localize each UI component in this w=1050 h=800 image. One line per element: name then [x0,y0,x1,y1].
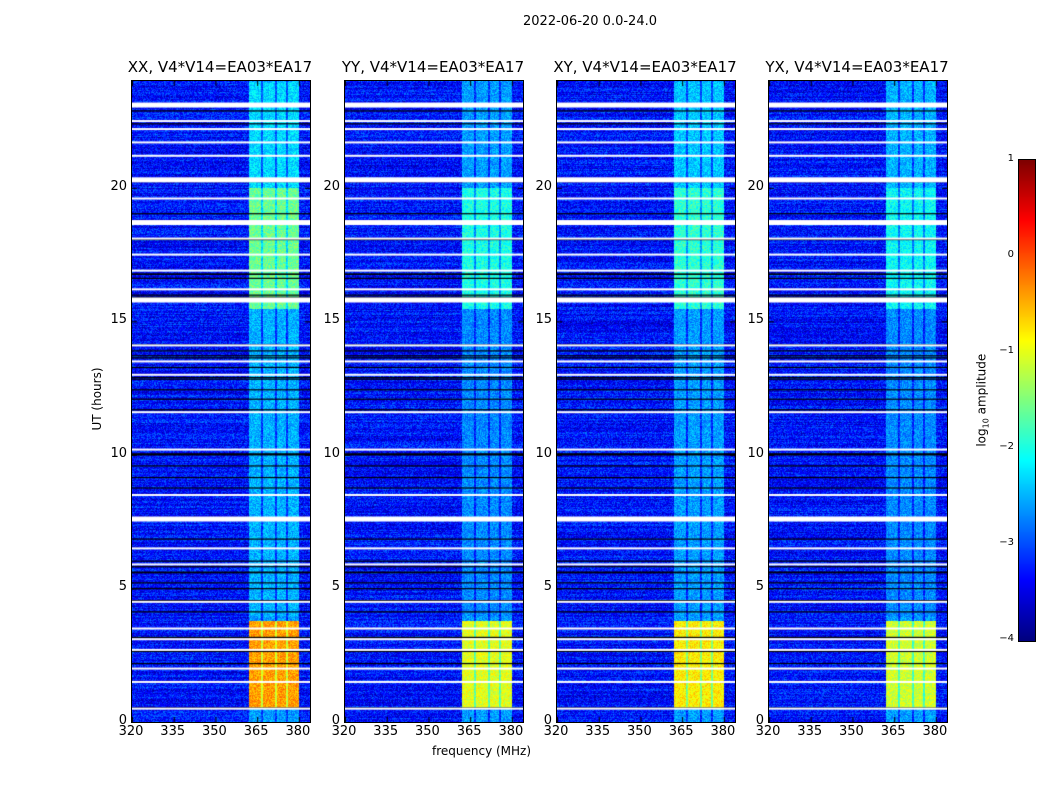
panel-title: XY, V4*V14=EA03*EA17 [553,58,737,76]
y-tick-label: 10 [110,445,127,461]
x-tick-label: 380 [498,724,524,739]
x-tick-label: 350 [415,724,440,739]
colorbar [1018,159,1036,642]
panel-title: YY, V4*V14=EA03*EA17 [341,58,525,76]
spectrogram-panel [556,80,736,723]
x-tick-label: 380 [922,724,948,739]
y-tick-label: 0 [543,713,552,728]
y-tick-label: 20 [747,178,764,194]
colorbar-tick-label: 0 [1007,249,1014,260]
x-tick-label: 380 [710,724,736,739]
spectrogram-panel [768,80,948,723]
x-tick-label: 365 [668,724,694,739]
x-tick-label: 365 [880,724,906,739]
colorbar-tick-label: −3 [999,537,1014,548]
y-tick-label: 0 [118,713,127,728]
figure-title: 2022-06-20 0.0-24.0 [523,14,657,29]
y-tick-label: 15 [110,312,127,328]
x-tick-label: 335 [373,724,399,739]
x-tick-label: 365 [456,724,482,739]
x-tick-label: 380 [285,724,311,739]
x-tick-label: 350 [627,724,652,739]
y-tick-label: 15 [323,312,340,328]
x-tick-label: 335 [585,724,611,739]
y-tick-label: 0 [755,713,764,728]
colorbar-label: log10 amplitude [974,353,991,447]
y-tick-label: 5 [118,579,127,595]
y-tick-label: 20 [535,178,552,194]
x-tick-label: 335 [160,724,186,739]
y-axis-label: UT (hours) [90,367,104,431]
x-axis-label: frequency (MHz) [432,744,532,758]
colorbar-tick-label: −4 [999,633,1014,644]
x-tick-label: 365 [243,724,269,739]
y-tick-label: 5 [755,579,764,595]
y-tick-label: 10 [323,445,340,461]
spectrogram-panel [344,80,524,723]
y-tick-label: 5 [331,579,340,595]
x-tick-label: 350 [202,724,227,739]
x-tick-label: 350 [839,724,864,739]
y-tick-label: 10 [747,445,764,461]
y-tick-label: 15 [535,312,552,328]
x-tick-label: 320 [543,724,569,739]
y-tick-label: 5 [543,579,552,595]
spectrogram-panel [131,80,311,723]
x-tick-label: 320 [755,724,781,739]
panel-title: XX, V4*V14=EA03*EA17 [127,58,313,76]
y-tick-label: 15 [747,312,764,328]
y-tick-label: 20 [323,178,340,194]
colorbar-tick-label: −2 [999,441,1014,452]
x-tick-label: 320 [118,724,144,739]
y-tick-label: 20 [110,178,127,194]
y-tick-label: 0 [331,713,340,728]
colorbar-tick-label: 1 [1007,153,1014,164]
x-tick-label: 335 [797,724,823,739]
colorbar-tick-label: −1 [999,345,1014,356]
panel-title: YX, V4*V14=EA03*EA17 [765,58,949,76]
y-tick-label: 10 [535,445,552,461]
x-tick-label: 320 [331,724,357,739]
